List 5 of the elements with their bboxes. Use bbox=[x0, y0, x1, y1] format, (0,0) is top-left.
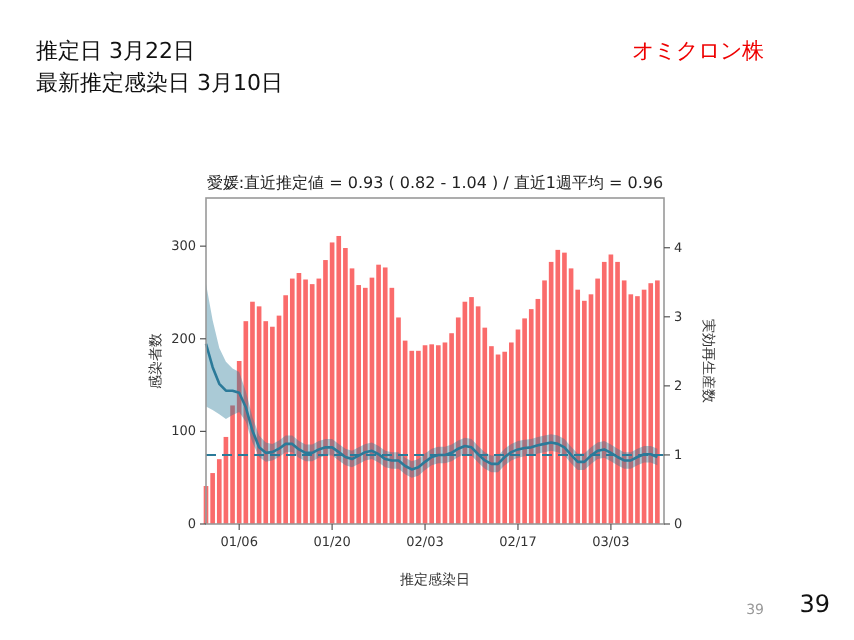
text: オミクロン株 bbox=[632, 38, 764, 64]
text: 39 bbox=[799, 590, 830, 618]
chart-title: 愛媛:直近推定値 = 0.93 ( 0.82 - 1.04 ) / 直近1週平均 = 0.96 bbox=[206, 174, 664, 192]
text: 推定日 3月22日 bbox=[36, 38, 195, 64]
text: 最新推定感染日 3月10日 bbox=[36, 70, 283, 96]
